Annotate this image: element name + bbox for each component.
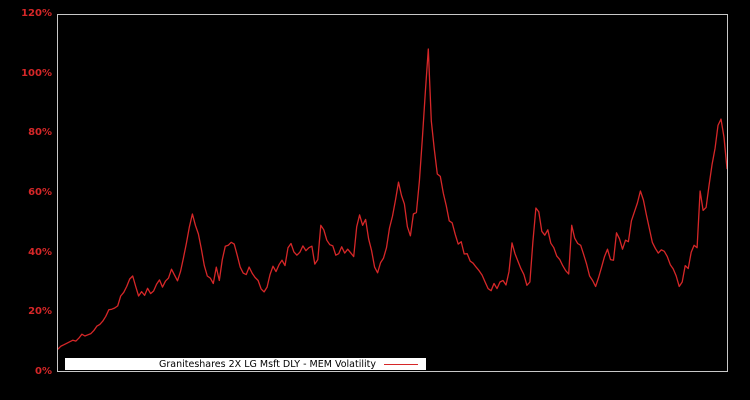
y-tick-label: 80% xyxy=(28,127,52,139)
legend-line-sample-icon xyxy=(384,363,418,365)
volatility-line-series xyxy=(58,48,727,350)
legend: Graniteshares 2X LG Msft DLY - MEM Volat… xyxy=(65,358,426,370)
y-axis-tick-labels: 0% 20% 40% 60% 80% 100% 120% xyxy=(0,0,52,400)
y-tick-label: 100% xyxy=(21,67,52,79)
y-tick-label: 20% xyxy=(28,306,52,318)
y-tick-label: 0% xyxy=(35,366,52,377)
y-tick-label: 40% xyxy=(28,246,52,258)
y-tick-label: 60% xyxy=(28,187,52,198)
legend-label: Graniteshares 2X LG Msft DLY - MEM Volat… xyxy=(159,358,376,370)
plot-area: Graniteshares 2X LG Msft DLY - MEM Volat… xyxy=(57,14,728,372)
y-tick-label: 120% xyxy=(21,8,52,19)
